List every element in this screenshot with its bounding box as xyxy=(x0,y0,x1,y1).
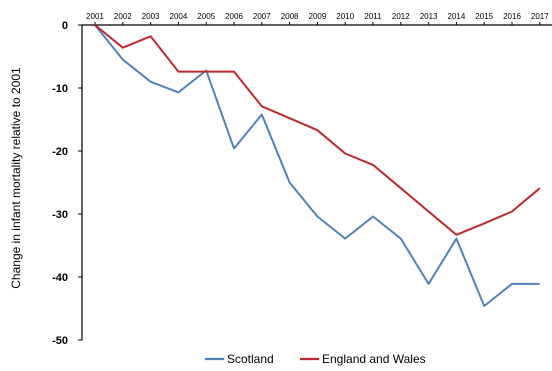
x-tick-label: 2013 xyxy=(420,12,438,21)
y-tick-label: -30 xyxy=(52,209,68,221)
x-tick-label: 2002 xyxy=(114,12,132,21)
y-axis-title: Change in infant mortality relative to 2… xyxy=(9,67,23,289)
x-tick-label: 2012 xyxy=(392,12,410,21)
y-tick-label: -50 xyxy=(52,335,68,347)
x-tick-label: 2016 xyxy=(503,12,521,21)
x-tick-label: 2017 xyxy=(531,12,549,21)
x-tick-label: 2010 xyxy=(336,12,354,21)
x-tick-label: 2004 xyxy=(170,12,188,21)
series-line-scotland xyxy=(94,24,540,307)
y-tick-labels: 0 -10 -20 -30 -40 -50 xyxy=(52,20,68,347)
x-tick-labels: 2001 2002 2003 2004 2005 2006 2007 2008 2009 2010… xyxy=(86,12,549,21)
x-tick-label: 2008 xyxy=(281,12,299,21)
y-tick-label: 0 xyxy=(62,20,68,32)
y-tick-label: -20 xyxy=(52,146,68,158)
legend-label-scotland: Scotland xyxy=(227,352,274,366)
x-tick-label: 2001 xyxy=(86,12,104,21)
series-line-england-and-wales xyxy=(94,24,541,236)
series-lines xyxy=(94,24,541,307)
legend: Scotland England and Wales xyxy=(205,352,426,366)
x-tick-label: 2011 xyxy=(364,12,382,21)
legend-label-england-and-wales: England and Wales xyxy=(322,352,426,366)
x-tick-label: 2015 xyxy=(475,12,493,21)
x-tick-label: 2005 xyxy=(197,12,215,21)
x-tick-label: 2009 xyxy=(309,12,327,21)
y-tick-label: -10 xyxy=(52,83,68,95)
y-tick-label: -40 xyxy=(52,272,68,284)
x-tick-label: 2007 xyxy=(253,12,271,21)
x-tick-label: 2006 xyxy=(225,12,243,21)
x-tick-label: 2014 xyxy=(448,12,466,21)
axes xyxy=(78,22,552,341)
x-tick-label: 2003 xyxy=(142,12,160,21)
